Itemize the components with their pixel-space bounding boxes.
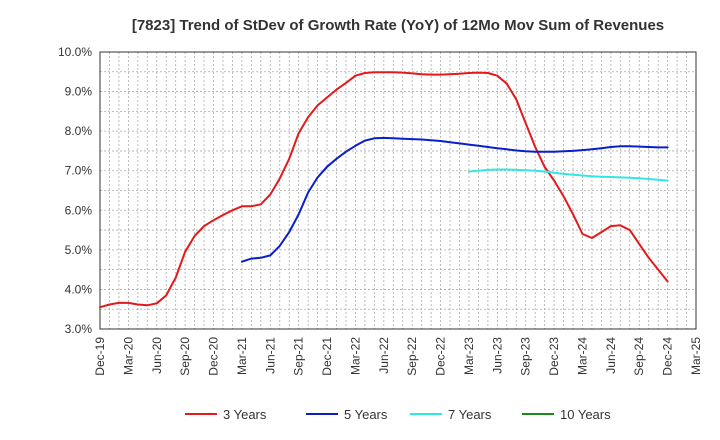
legend-label-5-years: 5 Years [344, 407, 388, 422]
chart-title: [7823] Trend of StDev of Growth Rate (Yo… [132, 17, 664, 34]
series-layer [99, 71, 669, 309]
x-tick-label: Mar-21 [235, 337, 249, 375]
y-tick-label: 3.0% [65, 322, 93, 336]
x-tick-label: Mar-25 [689, 337, 703, 375]
series-line-7-years [468, 168, 669, 182]
legend-label-7-years: 7 Years [448, 407, 492, 422]
x-tick-label: Sep-24 [632, 337, 646, 376]
series-line-5-years [240, 136, 669, 263]
x-tick-label: Jun-23 [490, 337, 504, 374]
y-tick-label: 5.0% [65, 243, 93, 257]
x-tick-label: Dec-21 [320, 337, 334, 376]
x-tick-label: Sep-22 [405, 337, 419, 376]
x-tick-label: Dec-24 [661, 337, 675, 376]
x-tick-label: Sep-21 [292, 337, 306, 376]
x-tick-label: Jun-22 [377, 337, 391, 374]
x-tick-label: Dec-22 [434, 337, 448, 376]
x-tick-label: Jun-24 [604, 337, 618, 374]
plot-frame [99, 51, 697, 330]
y-tick-label: 8.0% [65, 124, 93, 138]
y-tick-label: 10.0% [58, 45, 92, 59]
x-tick-label: Jun-20 [150, 337, 164, 374]
x-tick-label: Dec-20 [207, 337, 221, 376]
legend-label-10-years: 10 Years [560, 407, 611, 422]
x-tick-label: Sep-23 [519, 337, 533, 376]
y-tick-label: 6.0% [65, 203, 93, 217]
series-line-3-years [99, 71, 669, 309]
y-axis: 3.0% 4.0% 5.0% 6.0% 7.0% 8.0% 9.0% 10.0% [58, 45, 92, 336]
x-axis: Dec-19 Mar-20 Jun-20 Sep-20 Dec-20 Mar-21 Jun-… [93, 337, 703, 376]
y-tick-label: 9.0% [65, 85, 93, 99]
x-tick-label: Mar-23 [462, 337, 476, 375]
legend-label-3-years: 3 Years [223, 407, 267, 422]
x-tick-label: Sep-20 [178, 337, 192, 376]
legend: 3 Years 5 Years 7 Years 10 Years [185, 407, 611, 422]
x-tick-label: Mar-20 [121, 337, 135, 375]
x-tick-label: Mar-24 [575, 337, 589, 375]
x-tick-label: Dec-19 [93, 337, 107, 376]
y-tick-label: 7.0% [65, 164, 93, 178]
y-tick-label: 4.0% [65, 282, 93, 296]
x-tick-label: Jun-21 [263, 337, 277, 374]
x-tick-label: Mar-22 [348, 337, 362, 375]
x-tick-label: Dec-23 [547, 337, 561, 376]
